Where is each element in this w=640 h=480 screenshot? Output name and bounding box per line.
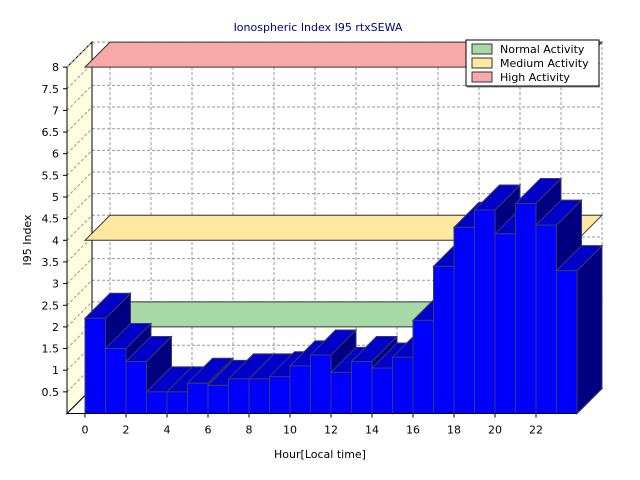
grid-line-wall bbox=[66, 128, 93, 155]
y-tick-label: 3 bbox=[52, 278, 59, 291]
grid-line-wall bbox=[66, 323, 93, 349]
bar-hour-19 bbox=[474, 209, 496, 414]
bar-side bbox=[576, 244, 603, 415]
bar-hour-3 bbox=[146, 391, 168, 415]
x-tick-label: 16 bbox=[406, 424, 420, 437]
bar-hour-18 bbox=[453, 226, 475, 414]
bar-hour-17 bbox=[433, 265, 455, 414]
bar-hour-21 bbox=[515, 202, 537, 414]
bar-hour-23 bbox=[556, 270, 578, 414]
grid-line-wall bbox=[66, 214, 93, 241]
bar-hour-13 bbox=[351, 361, 373, 415]
bar-hour-14 bbox=[371, 367, 393, 415]
bar-hour-11 bbox=[310, 354, 332, 415]
bar-hour-7 bbox=[228, 378, 250, 414]
y-tick-label: 6.5 bbox=[42, 126, 60, 139]
grid-line-wall bbox=[66, 41, 93, 68]
grid-line-wall bbox=[66, 106, 93, 133]
grid-line-wall bbox=[66, 344, 93, 371]
bar-hour-22 bbox=[535, 224, 557, 414]
x-tick-label: 14 bbox=[365, 424, 379, 437]
grid-line-wall bbox=[66, 236, 93, 263]
bar-hour-4 bbox=[166, 391, 188, 415]
grid-line-wall bbox=[66, 171, 93, 198]
x-tick-label: 4 bbox=[164, 424, 171, 437]
y-tick-label: 8 bbox=[52, 61, 59, 74]
y-tick-label: 2.5 bbox=[42, 299, 60, 312]
bar-hour-15 bbox=[392, 356, 414, 414]
legend-swatch bbox=[471, 43, 493, 55]
bar-hour-1 bbox=[105, 348, 127, 414]
y-tick-label: 7.5 bbox=[42, 83, 60, 96]
grid-line-wall bbox=[66, 63, 93, 90]
y-tick-label: 4.5 bbox=[42, 213, 60, 226]
y-tick-label: 1 bbox=[52, 364, 59, 377]
bar-hour-10 bbox=[289, 365, 311, 414]
x-axis-label: Hour[Local time] bbox=[274, 448, 366, 461]
chart-title: Ionospheric Index I95 rtxSEWA bbox=[234, 21, 403, 34]
x-tick-label: 2 bbox=[123, 424, 130, 437]
legend-swatch bbox=[471, 57, 493, 69]
x-tick-label: 12 bbox=[324, 424, 338, 437]
grid-line-wall bbox=[66, 85, 93, 111]
grid-line-wall bbox=[66, 279, 93, 306]
y-tick-label: 4 bbox=[52, 234, 59, 247]
y-tick-label: 3.5 bbox=[42, 256, 60, 269]
y-tick-label: 1.5 bbox=[42, 343, 60, 356]
x-tick-label: 10 bbox=[283, 424, 297, 437]
grid-line-wall bbox=[66, 366, 93, 393]
x-tick-label: 6 bbox=[205, 424, 212, 437]
y-tick-label: 0.5 bbox=[42, 386, 60, 399]
legend-swatch bbox=[471, 71, 493, 83]
bar-hour-0 bbox=[84, 317, 106, 414]
bar-hour-8 bbox=[248, 378, 270, 414]
legend-label: Medium Activity bbox=[500, 57, 589, 70]
x-tick-label: 18 bbox=[447, 424, 461, 437]
x-tick-label: 22 bbox=[529, 424, 543, 437]
grid-line-wall bbox=[66, 193, 93, 220]
y-tick-label: 7 bbox=[52, 104, 59, 117]
bar-hour-5 bbox=[187, 382, 209, 415]
bar-hour-2 bbox=[125, 361, 147, 415]
y-axis-label: I95 Index bbox=[21, 214, 34, 266]
bar-hour-6 bbox=[207, 384, 229, 415]
y-tick-label: 5 bbox=[52, 191, 59, 204]
legend-label: High Activity bbox=[500, 71, 570, 84]
x-tick-label: 8 bbox=[246, 424, 253, 437]
y-tick-label: 5.5 bbox=[42, 169, 60, 182]
grid-line-wall bbox=[66, 258, 93, 284]
grid-line-wall bbox=[66, 301, 93, 328]
x-tick-label: 0 bbox=[82, 424, 89, 437]
bar-hour-12 bbox=[330, 371, 352, 414]
grid-line-wall bbox=[66, 149, 93, 176]
bar-hour-16 bbox=[412, 319, 434, 414]
bar-hour-9 bbox=[269, 376, 291, 415]
y-tick-label: 6 bbox=[52, 148, 59, 161]
legend-label: Normal Activity bbox=[500, 43, 585, 56]
bar-hour-20 bbox=[494, 233, 516, 414]
y-tick-label: 2 bbox=[52, 321, 59, 334]
x-tick-label: 20 bbox=[488, 424, 502, 437]
